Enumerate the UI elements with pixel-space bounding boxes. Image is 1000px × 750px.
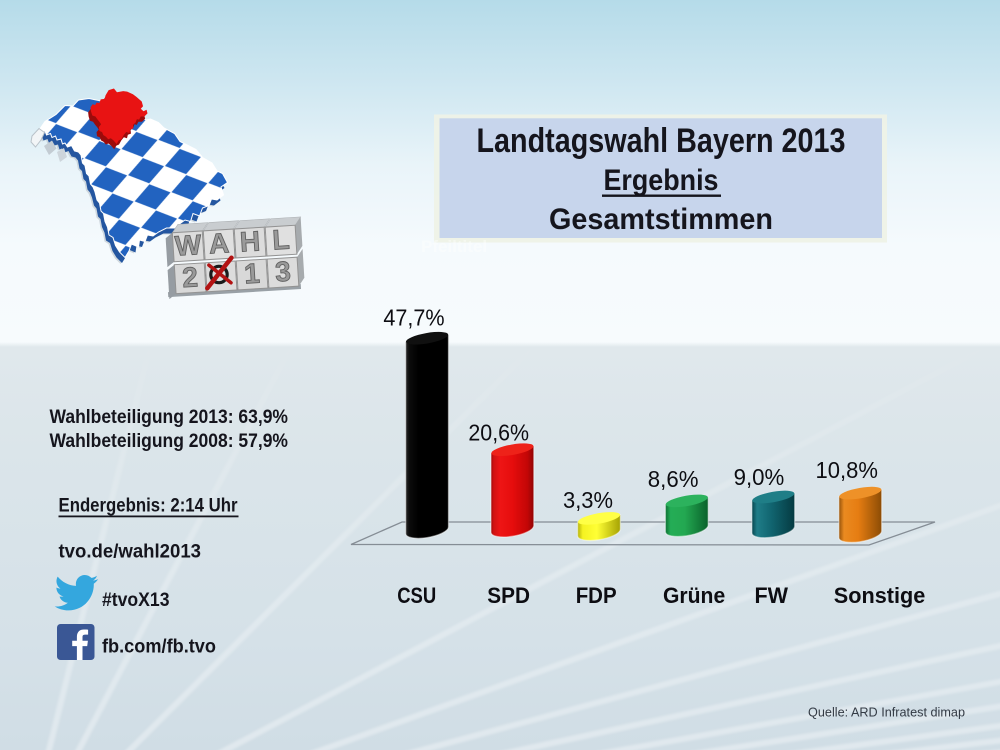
svg-text:L: L <box>271 224 290 256</box>
svg-text:3: 3 <box>274 256 291 288</box>
svg-text:Wahlbeteiligung 2013: 63,9%: Wahlbeteiligung 2013: 63,9% <box>50 407 289 428</box>
svg-text:Quelle: ARD Infratest dimap: Quelle: ARD Infratest dimap <box>808 704 965 719</box>
svg-text:Ergebnis: Ergebnis <box>604 164 719 197</box>
svg-text:W: W <box>174 229 203 262</box>
svg-text:A: A <box>208 227 230 259</box>
svg-text:9,0%: 9,0% <box>734 464 785 490</box>
svg-text:FDP: FDP <box>576 583 617 608</box>
svg-text:20,6%: 20,6% <box>468 420 529 446</box>
svg-text:Wahlbeteiligung 2008: 57,9%: Wahlbeteiligung 2008: 57,9% <box>50 431 289 452</box>
svg-text:Endergebnis: 2:14 Uhr: Endergebnis: 2:14 Uhr <box>59 496 239 517</box>
svg-text:10,8%: 10,8% <box>816 457 878 483</box>
svg-text:Pfeiltitel: Pfeiltitel <box>421 237 487 256</box>
svg-text:Gesamtstimmen: Gesamtstimmen <box>549 203 773 236</box>
svg-text:Landtagswahl Bayern 2013: Landtagswahl Bayern 2013 <box>477 122 846 160</box>
svg-text:1: 1 <box>243 258 260 290</box>
svg-text:8,6%: 8,6% <box>648 466 699 492</box>
svg-text:tvo.de/wahl2013: tvo.de/wahl2013 <box>59 541 202 562</box>
svg-text:fb.com/fb.tvo: fb.com/fb.tvo <box>102 637 216 658</box>
svg-text:SPD: SPD <box>487 583 530 608</box>
svg-text:FW: FW <box>755 583 789 608</box>
svg-text:#tvoX13: #tvoX13 <box>102 590 170 611</box>
svg-text:Grüne: Grüne <box>663 583 725 608</box>
svg-text:2: 2 <box>181 261 198 293</box>
svg-text:3,3%: 3,3% <box>563 487 613 513</box>
svg-text:CSU: CSU <box>397 583 436 608</box>
svg-text:H: H <box>239 225 261 257</box>
svg-text:47,7%: 47,7% <box>383 305 444 331</box>
svg-text:Sonstige: Sonstige <box>834 583 926 608</box>
